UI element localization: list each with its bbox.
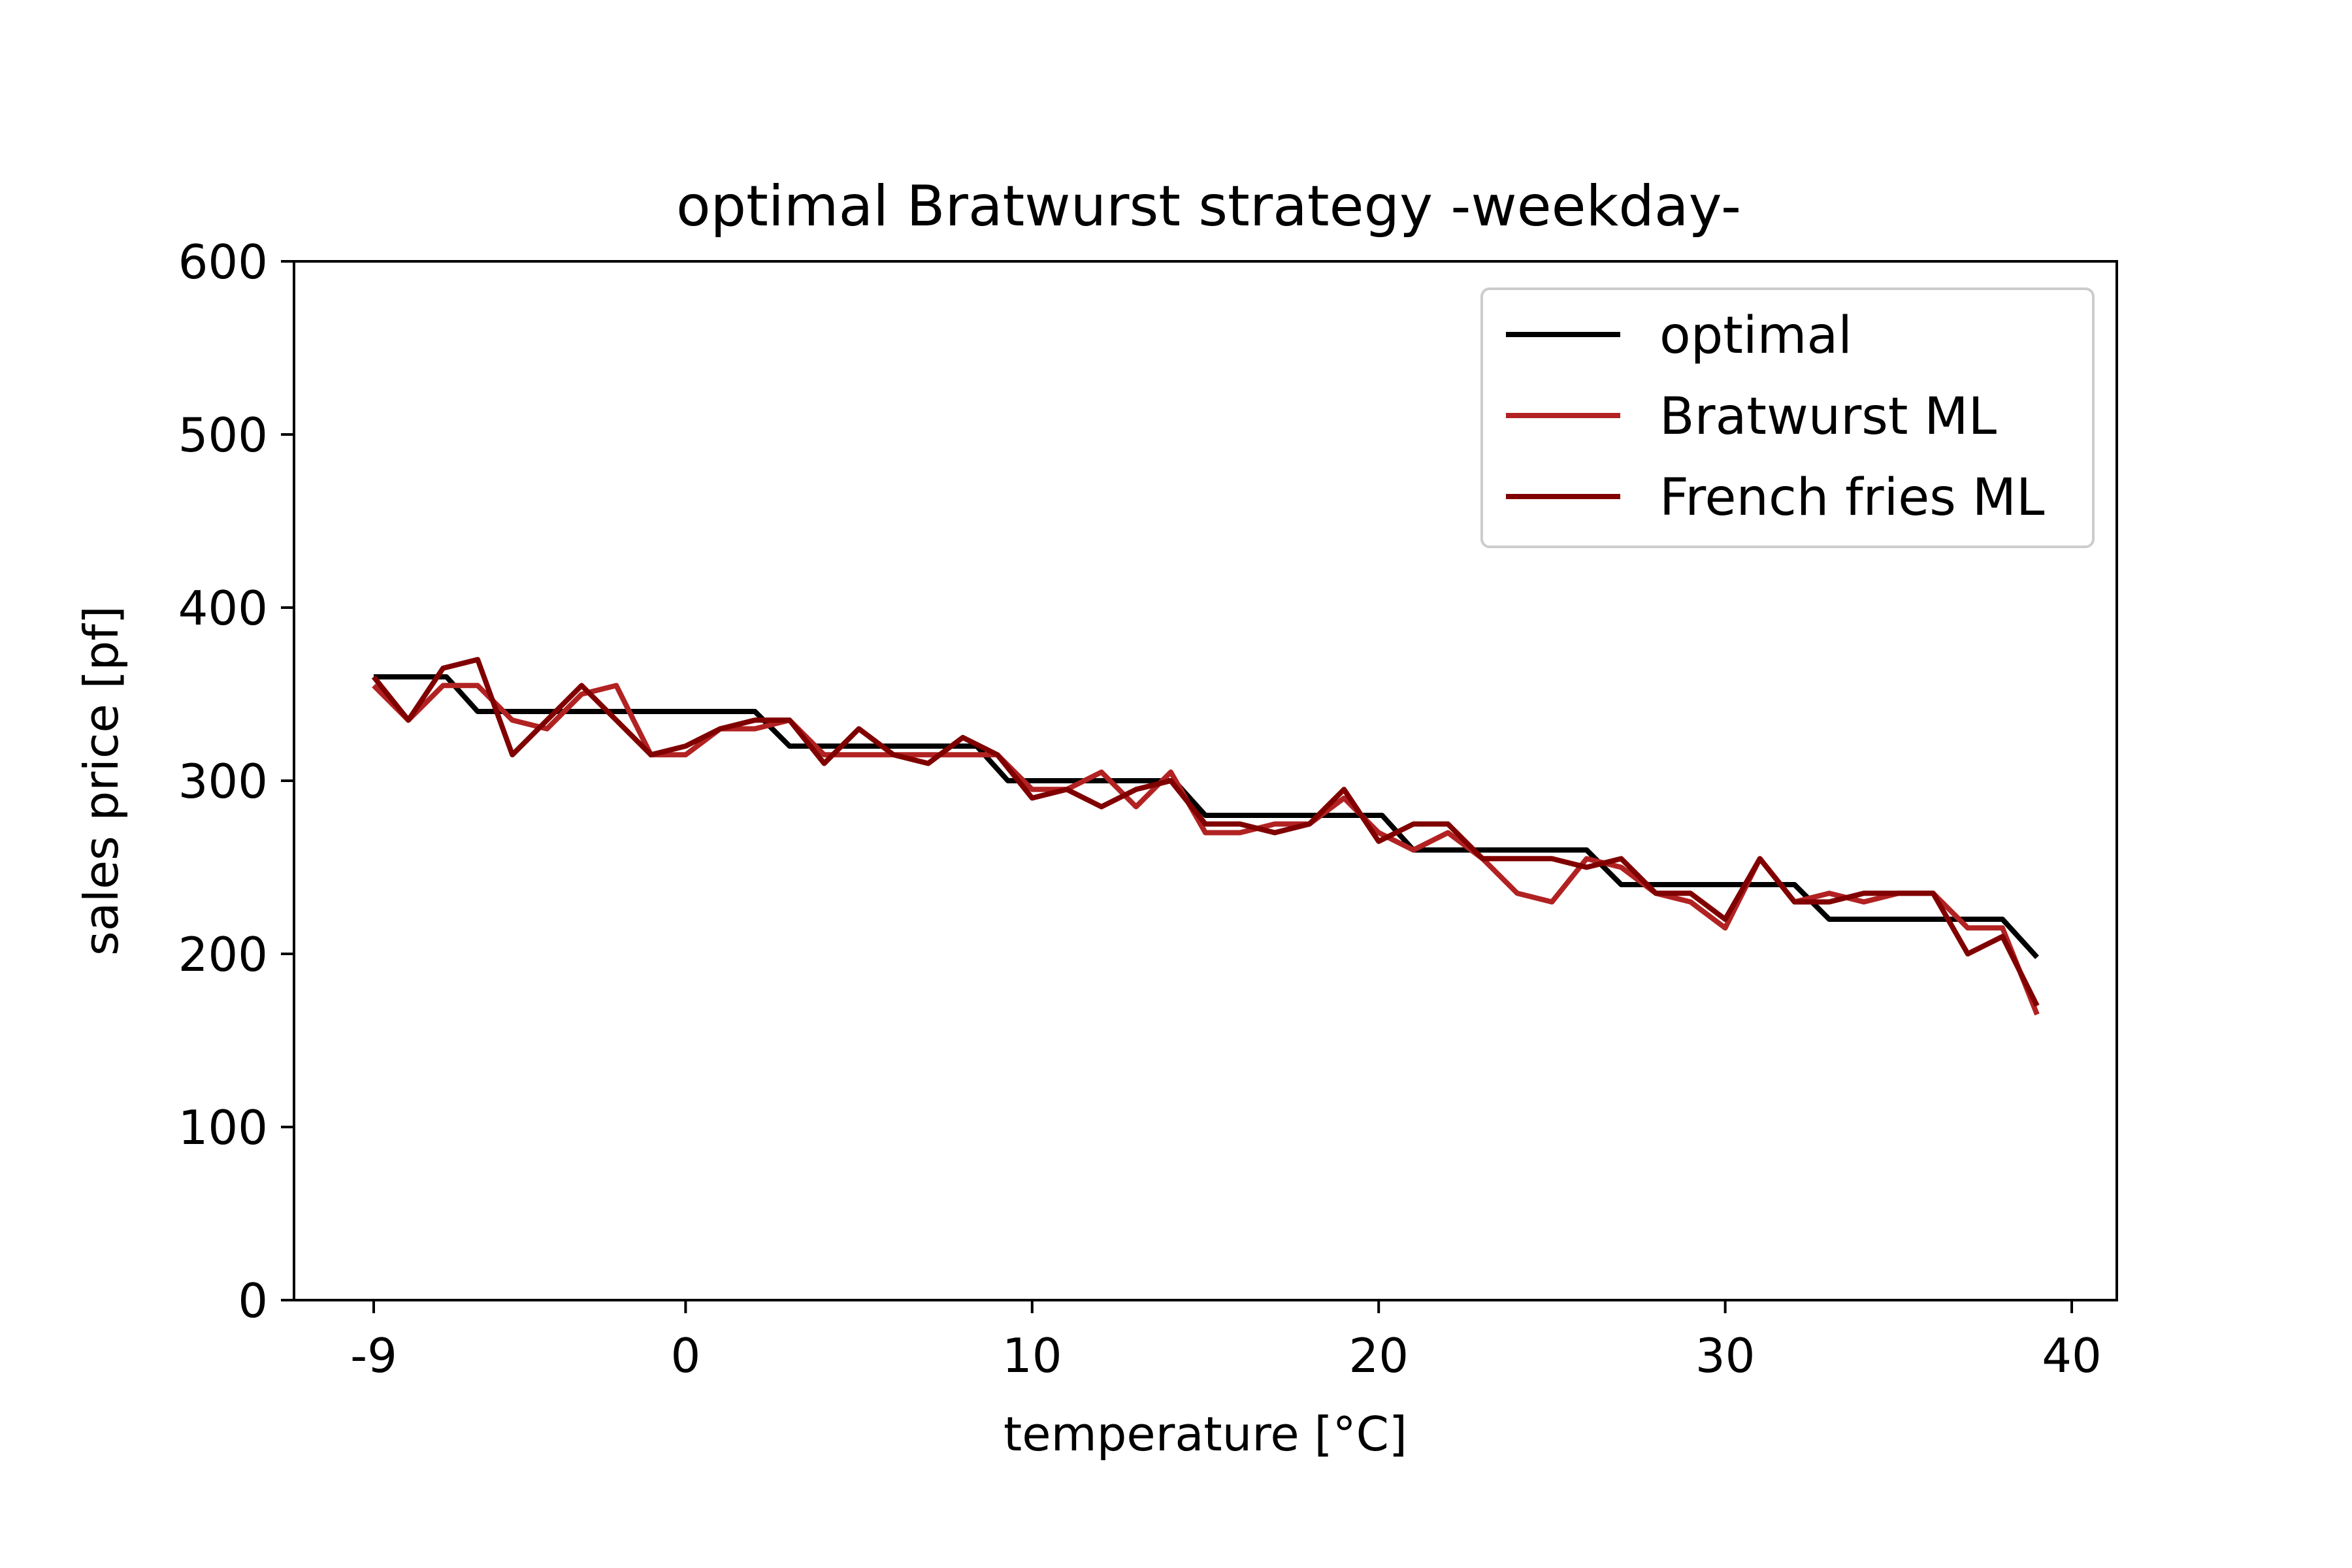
plot-lines	[371, 657, 2040, 1016]
legend: optimal Bratwurst ML French fries ML	[1480, 287, 2095, 548]
x-axis-label: temperature [°C]	[1004, 1407, 1407, 1462]
legend-label: optimal	[1659, 306, 1852, 365]
x-tick-label: -9	[350, 1328, 397, 1383]
y-tick-label: 600	[178, 235, 268, 289]
legend-label: French fries ML	[1659, 468, 2045, 527]
x-tick-label: 40	[2042, 1328, 2102, 1383]
y-tick-label: 100	[178, 1100, 268, 1155]
x-tick-label: 30	[1695, 1328, 1756, 1383]
y-tick-label: 400	[178, 581, 268, 636]
y-axis-ticks: 0 100 200 300 400 500 600	[178, 235, 294, 1328]
y-tick-label: 0	[238, 1273, 268, 1328]
legend-items: optimal Bratwurst ML French fries ML	[1506, 306, 2045, 527]
legend-label: Bratwurst ML	[1659, 387, 1997, 446]
y-tick-label: 200	[178, 927, 268, 982]
legend-box	[1480, 287, 2095, 548]
x-tick-label: 10	[1002, 1328, 1062, 1383]
x-axis-ticks: -9 0 10 20 30 40	[350, 1300, 2102, 1383]
series-line-optimal	[374, 674, 2039, 959]
series-line-french-fries-ml	[371, 657, 2040, 1007]
y-axis-label: sales price [pf]	[74, 606, 129, 956]
chart-title: optimal Bratwurst strategy -weekday-	[676, 174, 1741, 239]
y-tick-label: 500	[178, 408, 268, 463]
y-tick-label: 300	[178, 754, 268, 809]
x-tick-label: 0	[670, 1328, 700, 1383]
x-tick-label: 20	[1348, 1328, 1409, 1383]
